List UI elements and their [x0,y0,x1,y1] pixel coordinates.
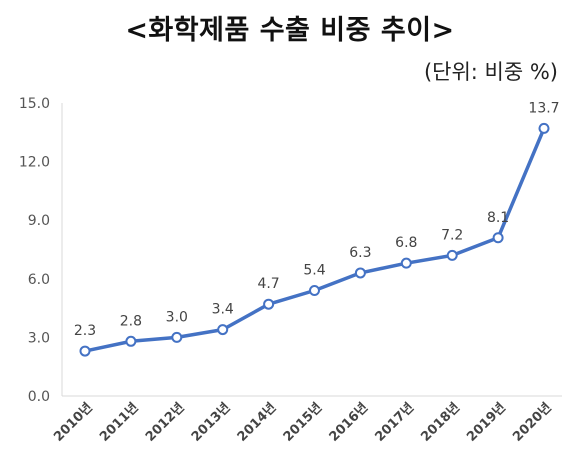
data-point [171,331,183,343]
y-tick-label: 15.0 [19,96,50,112]
x-tick-label: 2013년 [189,400,234,445]
x-axis-tick-labels: 2010년 2011년 2012년 2013년 2014년 2015년 2016년 2017년… [51,400,555,445]
data-point [125,335,137,347]
x-tick-label: 2014년 [235,400,280,445]
x-tick-label: 2016년 [327,400,372,445]
data-label: 2.8 [120,313,142,329]
chart-title: <화학제품 수출 비중 추이> [125,15,455,46]
unit-label: (단위: 비중 %) [423,60,558,84]
data-label: 7.2 [441,227,463,243]
data-label: 3.4 [212,302,234,318]
x-tick-label: 2020년 [510,400,555,445]
y-tick-label: 9.0 [28,213,50,229]
data-point [217,324,229,336]
data-point [354,267,366,279]
axes [61,103,562,397]
x-tick-label: 2011년 [97,400,142,445]
data-label: 6.3 [349,245,371,261]
x-tick-label: 2010년 [51,400,96,445]
y-axis-tick-labels: 0.0 3.0 6.0 9.0 12.0 15.0 [19,96,50,405]
data-point [263,298,275,310]
series-line [83,126,546,353]
data-labels: 2.3 2.8 3.0 3.4 4.7 5.4 6.3 6.8 7.2 8.1 13.7 [74,100,560,339]
data-label: 8.1 [487,210,509,226]
y-tick-label: 3.0 [28,330,50,346]
x-tick-label: 2019년 [464,400,509,445]
data-point [79,345,91,357]
x-tick-label: 2018년 [418,400,463,445]
data-label: 2.3 [74,323,96,339]
y-tick-label: 12.0 [19,155,50,171]
data-label: 6.8 [395,235,417,251]
x-tick-label: 2015년 [281,400,326,445]
data-points [79,122,550,357]
data-label: 3.0 [166,309,188,325]
data-point [538,122,550,134]
data-point [400,257,412,269]
data-label: 4.7 [257,276,279,292]
data-point [309,285,320,297]
y-tick-label: 0.0 [28,389,50,405]
x-tick-label: 2012년 [143,400,188,445]
data-label: 13.7 [528,100,559,116]
y-tick-label: 6.0 [28,272,50,288]
x-tick-label: 2017년 [372,400,417,445]
data-point [492,232,504,244]
data-label: 5.4 [303,263,325,279]
series-line-layer [83,126,546,353]
data-point [446,249,458,261]
